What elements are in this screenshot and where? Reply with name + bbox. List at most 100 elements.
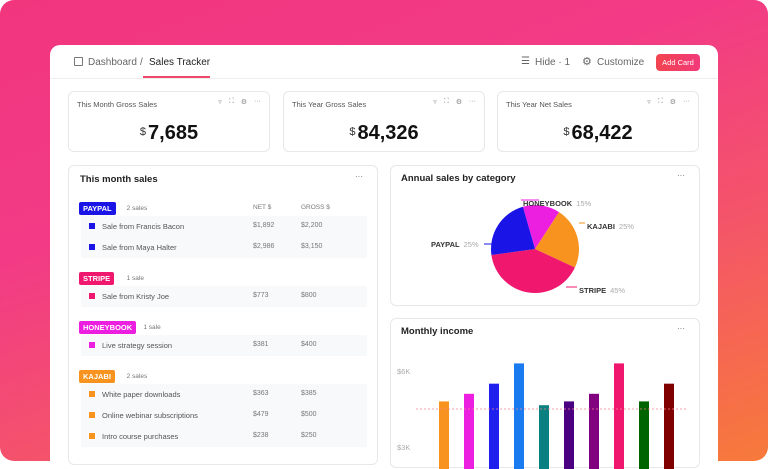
group-tag[interactable]: STRIPE bbox=[79, 272, 115, 285]
expand-icon[interactable]: ⛶ bbox=[228, 98, 234, 105]
stat-value-wrap: $7,685 bbox=[69, 122, 269, 145]
stat-title: This Year Net Sales bbox=[506, 100, 572, 109]
color-marker bbox=[89, 391, 95, 397]
income-bar[interactable] bbox=[464, 393, 474, 469]
settings-icon[interactable]: ⚙ bbox=[240, 99, 247, 106]
pie-slice-kajabi[interactable] bbox=[535, 212, 579, 268]
settings-icon[interactable]: ⚙ bbox=[669, 99, 676, 106]
filter-icon[interactable]: ▿ bbox=[218, 99, 222, 106]
expand-icon[interactable]: ⛶ bbox=[443, 98, 449, 105]
income-bar[interactable] bbox=[489, 383, 499, 469]
sale-label: Sale from Francis Bacon bbox=[102, 222, 185, 231]
filter-icon[interactable]: ▿ bbox=[433, 99, 437, 106]
this-month-sales-card: This month sales ··· NET $ GROSS $ PAYPA… bbox=[68, 165, 378, 465]
filter-icon[interactable]: ▿ bbox=[647, 99, 651, 106]
slice-percent: 45% bbox=[610, 286, 625, 295]
card-title: Annual sales by category bbox=[401, 173, 516, 184]
sale-row[interactable]: Sale from Kristy Joe $773 $800 bbox=[81, 286, 367, 307]
pie-label: HONEYBOOK 15% bbox=[523, 199, 592, 208]
slice-percent: 15% bbox=[576, 199, 591, 208]
group-tag[interactable]: KAJABI bbox=[79, 370, 115, 383]
pie-slice-paypal[interactable] bbox=[491, 206, 535, 255]
bar-chart: $6K $3K bbox=[397, 363, 687, 469]
add-card-button[interactable]: Add Card bbox=[656, 54, 700, 71]
sale-row[interactable]: Sale from Maya Halter $2,986 $3,150 bbox=[81, 237, 367, 258]
slice-name: KAJABI bbox=[587, 222, 615, 231]
expand-icon[interactable]: ⛶ bbox=[657, 98, 663, 105]
currency-symbol: $ bbox=[349, 126, 356, 138]
income-bar[interactable] bbox=[514, 363, 524, 469]
net-value: $1,892 bbox=[253, 222, 275, 229]
gross-value: $800 bbox=[301, 292, 317, 299]
income-bar[interactable] bbox=[439, 401, 449, 469]
more-icon[interactable]: ··· bbox=[469, 98, 476, 105]
y-tick-label: $3K bbox=[397, 443, 410, 452]
stat-title: This Year Gross Sales bbox=[292, 100, 367, 109]
color-marker bbox=[89, 342, 95, 348]
pie-slice-stripe[interactable] bbox=[491, 249, 575, 293]
currency-symbol: $ bbox=[563, 126, 570, 138]
gross-value: $500 bbox=[301, 411, 317, 418]
group-count: 1 sale bbox=[143, 324, 161, 331]
sale-row[interactable]: Sale from Francis Bacon $1,892 $2,200 bbox=[81, 216, 367, 237]
breadcrumb-dashboard[interactable]: Dashboard bbox=[88, 57, 137, 68]
sale-label: Sale from Maya Halter bbox=[102, 243, 177, 252]
slice-name: PAYPAL bbox=[431, 240, 460, 249]
sale-row[interactable]: Live strategy session $381 $400 bbox=[81, 335, 367, 356]
sale-label: Intro course purchases bbox=[102, 432, 179, 441]
gross-value: $2,200 bbox=[301, 222, 323, 229]
sale-row[interactable]: Intro course purchases $238 $250 bbox=[81, 426, 367, 447]
annual-sales-card: Annual sales by category ··· HONEYBOOK 15… bbox=[390, 165, 700, 306]
gross-value: $385 bbox=[301, 390, 317, 397]
dashboard-icon bbox=[74, 57, 83, 66]
more-menu-icon[interactable]: ··· bbox=[355, 172, 363, 181]
net-value: $2,986 bbox=[253, 243, 275, 250]
customize-button[interactable]: Customize bbox=[597, 57, 645, 68]
net-value: $381 bbox=[253, 341, 269, 348]
stat-card: This Year Net Sales ▿ ⛶ ⚙ ··· $68,422 bbox=[497, 91, 699, 152]
monthly-income-card: Monthly income ··· $6K $3K bbox=[390, 318, 700, 469]
pie-slice-honeybook[interactable] bbox=[522, 205, 560, 249]
hide-button[interactable]: Hide · 1 bbox=[535, 57, 571, 68]
filter-sliders-icon: ☰ bbox=[521, 56, 530, 67]
color-marker bbox=[89, 433, 95, 439]
slice-percent: 25% bbox=[619, 222, 634, 231]
gross-column-header: GROSS $ bbox=[301, 204, 330, 211]
income-bar[interactable] bbox=[539, 405, 549, 469]
color-marker bbox=[89, 244, 95, 250]
more-menu-icon[interactable]: ··· bbox=[677, 171, 685, 180]
income-bar[interactable] bbox=[614, 363, 624, 469]
more-icon[interactable]: ··· bbox=[254, 98, 261, 105]
group-tag[interactable]: PAYPAL bbox=[79, 202, 116, 215]
sale-row[interactable]: Online webinar subscriptions $479 $500 bbox=[81, 405, 367, 426]
stat-card: This Month Gross Sales ▿ ⛶ ⚙ ··· $7,685 bbox=[68, 91, 270, 152]
color-marker bbox=[89, 223, 95, 229]
income-bar[interactable] bbox=[589, 393, 599, 469]
net-value: $238 bbox=[253, 432, 269, 439]
settings-icon[interactable]: ⚙ bbox=[455, 99, 462, 106]
color-marker bbox=[89, 293, 95, 299]
tab-sales-tracker[interactable]: Sales Tracker bbox=[149, 57, 211, 68]
breadcrumb-separator: / bbox=[140, 57, 143, 68]
active-tab-underline bbox=[143, 76, 210, 78]
gross-value: $400 bbox=[301, 341, 317, 348]
gross-value: $250 bbox=[301, 432, 317, 439]
slice-name: HONEYBOOK bbox=[523, 199, 573, 208]
gross-value: $3,150 bbox=[301, 243, 323, 250]
stat-value-wrap: $68,422 bbox=[498, 122, 698, 145]
group-count: 2 sales bbox=[126, 373, 148, 380]
more-menu-icon[interactable]: ··· bbox=[677, 324, 685, 333]
more-icon[interactable]: ··· bbox=[683, 98, 690, 105]
group-tag[interactable]: HONEYBOOK bbox=[79, 321, 137, 334]
slice-percent: 25% bbox=[464, 240, 479, 249]
income-bar[interactable] bbox=[564, 401, 574, 469]
stat-value-wrap: $84,326 bbox=[284, 122, 484, 145]
sale-row[interactable]: White paper downloads $363 $385 bbox=[81, 384, 367, 405]
y-tick-label: $6K bbox=[397, 367, 410, 376]
stat-value: 68,422 bbox=[571, 122, 633, 144]
pie-label: STRIPE 45% bbox=[579, 286, 625, 295]
sale-label: Online webinar subscriptions bbox=[102, 411, 198, 420]
income-bar[interactable] bbox=[639, 401, 649, 469]
income-bar[interactable] bbox=[664, 383, 674, 469]
net-value: $773 bbox=[253, 292, 269, 299]
